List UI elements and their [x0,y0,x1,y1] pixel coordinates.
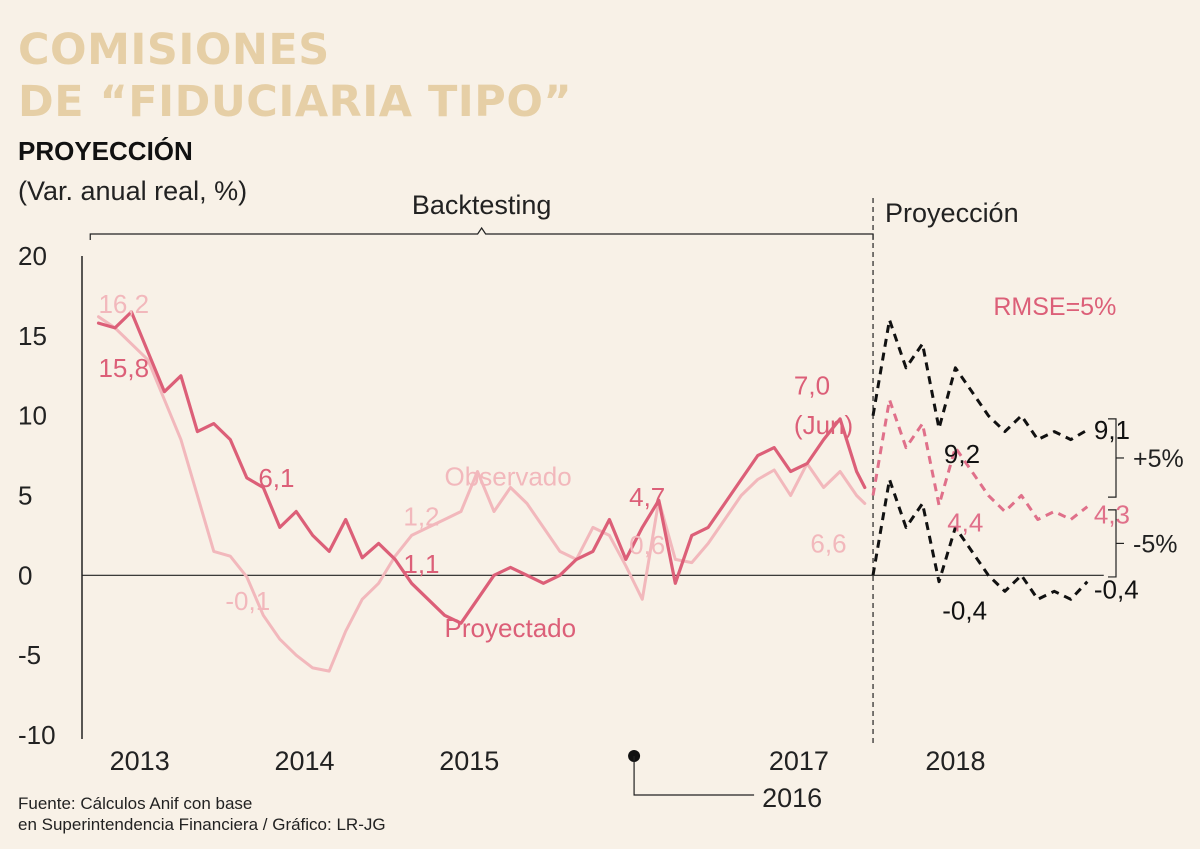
data-label: -0,4 [942,595,987,625]
title-line-2: DE “FIDUCIARIA TIPO” [18,77,573,127]
backtesting-label: Backtesting [412,190,552,220]
data-label: 7,0 [794,370,830,400]
series-line-observado-0 [97,315,867,673]
source-note: Fuente: Cálculos Anif con base en Superi… [18,793,386,835]
y-tick-label: -5 [18,640,41,670]
data-label: 16,2 [98,289,149,319]
upper-band-label: +5% [1133,445,1184,473]
data-label: (Jun) [794,410,853,440]
backtesting-bracket [89,226,874,240]
series-line-projection_center-3 [871,398,1089,521]
data-label: -0,4 [1094,575,1139,605]
data-label: -0,1 [225,586,270,616]
rmse-label: RMSE=5% [993,293,1116,321]
series-line-proyectado-1 [96,310,867,625]
x-tick-label: 2018 [925,746,985,776]
y-tick-label: -10 [18,720,56,750]
data-label: 6,6 [810,528,846,558]
year-2016-leader [633,756,755,796]
data-label: 4,4 [947,508,983,538]
data-label: Proyectado [445,613,577,643]
x-tick-label: 2015 [439,746,499,776]
chart-subtitle: PROYECCIÓN [18,136,193,166]
data-label: 1,2 [403,501,439,531]
data-label: 9,2 [944,439,980,469]
series-line-band-4 [871,478,1089,601]
y-tick-label: 15 [18,321,47,351]
x-tick-label-2016: 2016 [762,783,822,813]
y-tick-label: 0 [18,560,32,590]
chart-title: COMISIONES DE “FIDUCIARIA TIPO” [18,24,572,128]
projection-label: Proyección [885,198,1019,228]
data-label: 15,8 [98,353,149,383]
series-line-band-2 [871,318,1089,442]
units-label: (Var. anual real, %) [18,176,248,206]
y-tick-label: 20 [18,241,47,271]
data-label: Observado [445,461,572,491]
data-label: 4,7 [629,482,665,512]
data-label: 6,1 [258,463,294,493]
x-tick-label: 2014 [274,746,334,776]
source-line-2: en Superintendencia Financiera / Gráfico… [18,815,386,834]
source-line-1: Fuente: Cálculos Anif con base [18,794,253,813]
y-tick-label: 5 [18,481,32,511]
data-label: 1,1 [403,549,439,579]
data-label: 0,6 [629,530,665,560]
title-line-1: COMISIONES [18,25,330,75]
x-tick-label: 2017 [769,746,829,776]
data-label: 9,1 [1094,415,1130,445]
data-label: 4,3 [1094,500,1130,530]
lower-band-label: -5% [1133,530,1177,558]
x-tick-label: 2013 [110,746,170,776]
y-tick-label: 10 [18,401,47,431]
